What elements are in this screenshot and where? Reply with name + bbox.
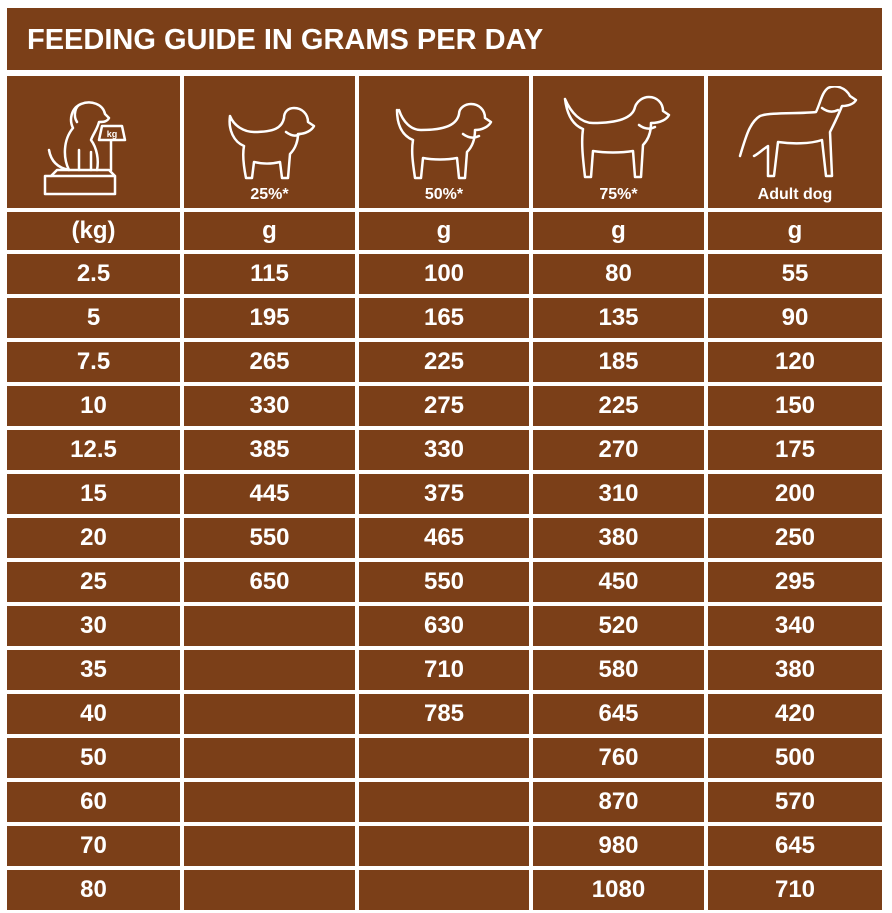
- amount-cell: 225: [533, 386, 704, 426]
- weight-cell: 7.5: [7, 342, 180, 382]
- header-cell: 75%*: [533, 76, 704, 208]
- amount-cell: 550: [359, 562, 529, 602]
- unit-cell: g: [708, 212, 882, 250]
- amount-cell: [359, 826, 529, 866]
- weight-cell: 40: [7, 694, 180, 734]
- amount-cell: 710: [708, 870, 882, 910]
- weight-cell: 60: [7, 782, 180, 822]
- amount-cell: 200: [708, 474, 882, 514]
- weight-cell: 30: [7, 606, 180, 646]
- column-label: 25%*: [250, 186, 289, 203]
- weight-cell: 12.5: [7, 430, 180, 470]
- amount-cell: 330: [184, 386, 355, 426]
- amount-cell: 550: [184, 518, 355, 558]
- amount-cell: 380: [708, 650, 882, 690]
- amount-cell: 330: [359, 430, 529, 470]
- amount-cell: 650: [184, 562, 355, 602]
- amount-cell: [184, 694, 355, 734]
- unit-cell: g: [184, 212, 355, 250]
- amount-cell: [184, 606, 355, 646]
- scale-icon: kg: [43, 101, 126, 196]
- header-cell: 25%*: [184, 76, 355, 208]
- unit-cell: (kg): [7, 212, 180, 250]
- unit-cell: g: [533, 212, 704, 250]
- header-cell: 50%*: [359, 76, 529, 208]
- amount-cell: 520: [533, 606, 704, 646]
- amount-cell: 275: [359, 386, 529, 426]
- amount-cell: 785: [359, 694, 529, 734]
- amount-cell: 500: [708, 738, 882, 778]
- header-cell: kg: [7, 76, 180, 208]
- amount-cell: 710: [359, 650, 529, 690]
- amount-cell: 420: [708, 694, 882, 734]
- amount-cell: [184, 870, 355, 910]
- weight-cell: 20: [7, 518, 180, 558]
- amount-cell: 645: [708, 826, 882, 866]
- amount-cell: [184, 782, 355, 822]
- amount-cell: 90: [708, 298, 882, 338]
- amount-cell: 175: [708, 430, 882, 470]
- weight-cell: 2.5: [7, 254, 180, 294]
- puppy-icon: [227, 106, 315, 180]
- amount-cell: 870: [533, 782, 704, 822]
- amount-cell: [184, 738, 355, 778]
- young-dog-icon: [395, 102, 493, 180]
- amount-cell: 120: [708, 342, 882, 382]
- amount-cell: 450: [533, 562, 704, 602]
- amount-cell: 445: [184, 474, 355, 514]
- amount-cell: [359, 870, 529, 910]
- amount-cell: 340: [708, 606, 882, 646]
- amount-cell: 1080: [533, 870, 704, 910]
- amount-cell: 760: [533, 738, 704, 778]
- column-label: 50%*: [424, 186, 464, 203]
- weight-cell: 70: [7, 826, 180, 866]
- weight-cell: 50: [7, 738, 180, 778]
- amount-cell: 55: [708, 254, 882, 294]
- amount-cell: 630: [359, 606, 529, 646]
- weight-cell: 5: [7, 298, 180, 338]
- weight-cell: 80: [7, 870, 180, 910]
- feeding-table: kg 25%* 50%* 75%* Adult dog (kg) g g g g 2.5 1…: [7, 76, 882, 910]
- amount-cell: 195: [184, 298, 355, 338]
- amount-cell: 580: [533, 650, 704, 690]
- amount-cell: 80: [533, 254, 704, 294]
- weight-cell: 35: [7, 650, 180, 690]
- amount-cell: 225: [359, 342, 529, 382]
- amount-cell: [184, 826, 355, 866]
- amount-cell: 100: [359, 254, 529, 294]
- amount-cell: 980: [533, 826, 704, 866]
- amount-cell: 135: [533, 298, 704, 338]
- amount-cell: [359, 738, 529, 778]
- header-cell: Adult dog: [708, 76, 882, 208]
- adult-dog-icon: [738, 86, 858, 178]
- amount-cell: 295: [708, 562, 882, 602]
- weight-cell: 10: [7, 386, 180, 426]
- amount-cell: 165: [359, 298, 529, 338]
- column-label: Adult dog: [757, 186, 833, 203]
- amount-cell: 465: [359, 518, 529, 558]
- svg-text:kg: kg: [106, 129, 117, 139]
- amount-cell: 385: [184, 430, 355, 470]
- amount-cell: 375: [359, 474, 529, 514]
- amount-cell: 115: [184, 254, 355, 294]
- amount-cell: 250: [708, 518, 882, 558]
- adolescent-dog-icon: [563, 95, 670, 179]
- weight-cell: 25: [7, 562, 180, 602]
- amount-cell: 265: [184, 342, 355, 382]
- amount-cell: 310: [533, 474, 704, 514]
- amount-cell: 185: [533, 342, 704, 382]
- amount-cell: 570: [708, 782, 882, 822]
- amount-cell: [184, 650, 355, 690]
- weight-cell: 15: [7, 474, 180, 514]
- amount-cell: 270: [533, 430, 704, 470]
- amount-cell: 150: [708, 386, 882, 426]
- amount-cell: [359, 782, 529, 822]
- column-label: 75%*: [599, 186, 638, 203]
- unit-cell: g: [359, 212, 529, 250]
- title: FEEDING GUIDE IN GRAMS PER DAY: [7, 8, 882, 70]
- amount-cell: 380: [533, 518, 704, 558]
- amount-cell: 645: [533, 694, 704, 734]
